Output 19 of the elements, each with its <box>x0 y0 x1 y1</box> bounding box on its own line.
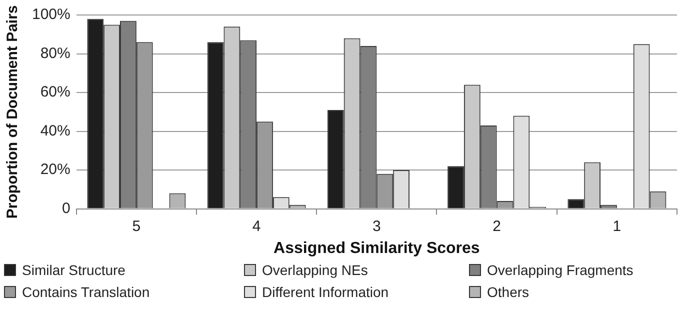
x-tick-label: 3 <box>372 218 381 235</box>
x-tick-label: 1 <box>612 218 622 235</box>
legend-label: Different Information <box>262 284 389 300</box>
legend-label: Overlapping Fragments <box>487 262 634 278</box>
y-tick-label: 100% <box>32 6 70 24</box>
legend-label: Others <box>487 284 530 300</box>
y-tick-label: 0 <box>62 200 70 217</box>
y-tick-label: 80% <box>40 44 70 62</box>
x-axis-title: Assigned Similarity Scores <box>274 240 480 257</box>
legend-label: Overlapping NEs <box>262 262 368 278</box>
y-tick-label: 40% <box>40 122 70 140</box>
x-tick-label: 2 <box>492 218 501 235</box>
legend-label: Contains Translation <box>22 284 150 300</box>
y-tick-label: 20% <box>40 161 70 178</box>
x-tick-label: 5 <box>132 218 141 235</box>
y-tick-label: 60% <box>40 84 70 101</box>
x-tick-label: 4 <box>252 218 261 235</box>
legend-label: Similar Structure <box>22 262 126 278</box>
y-axis-title: Proportion of Document Pairs <box>4 5 22 219</box>
